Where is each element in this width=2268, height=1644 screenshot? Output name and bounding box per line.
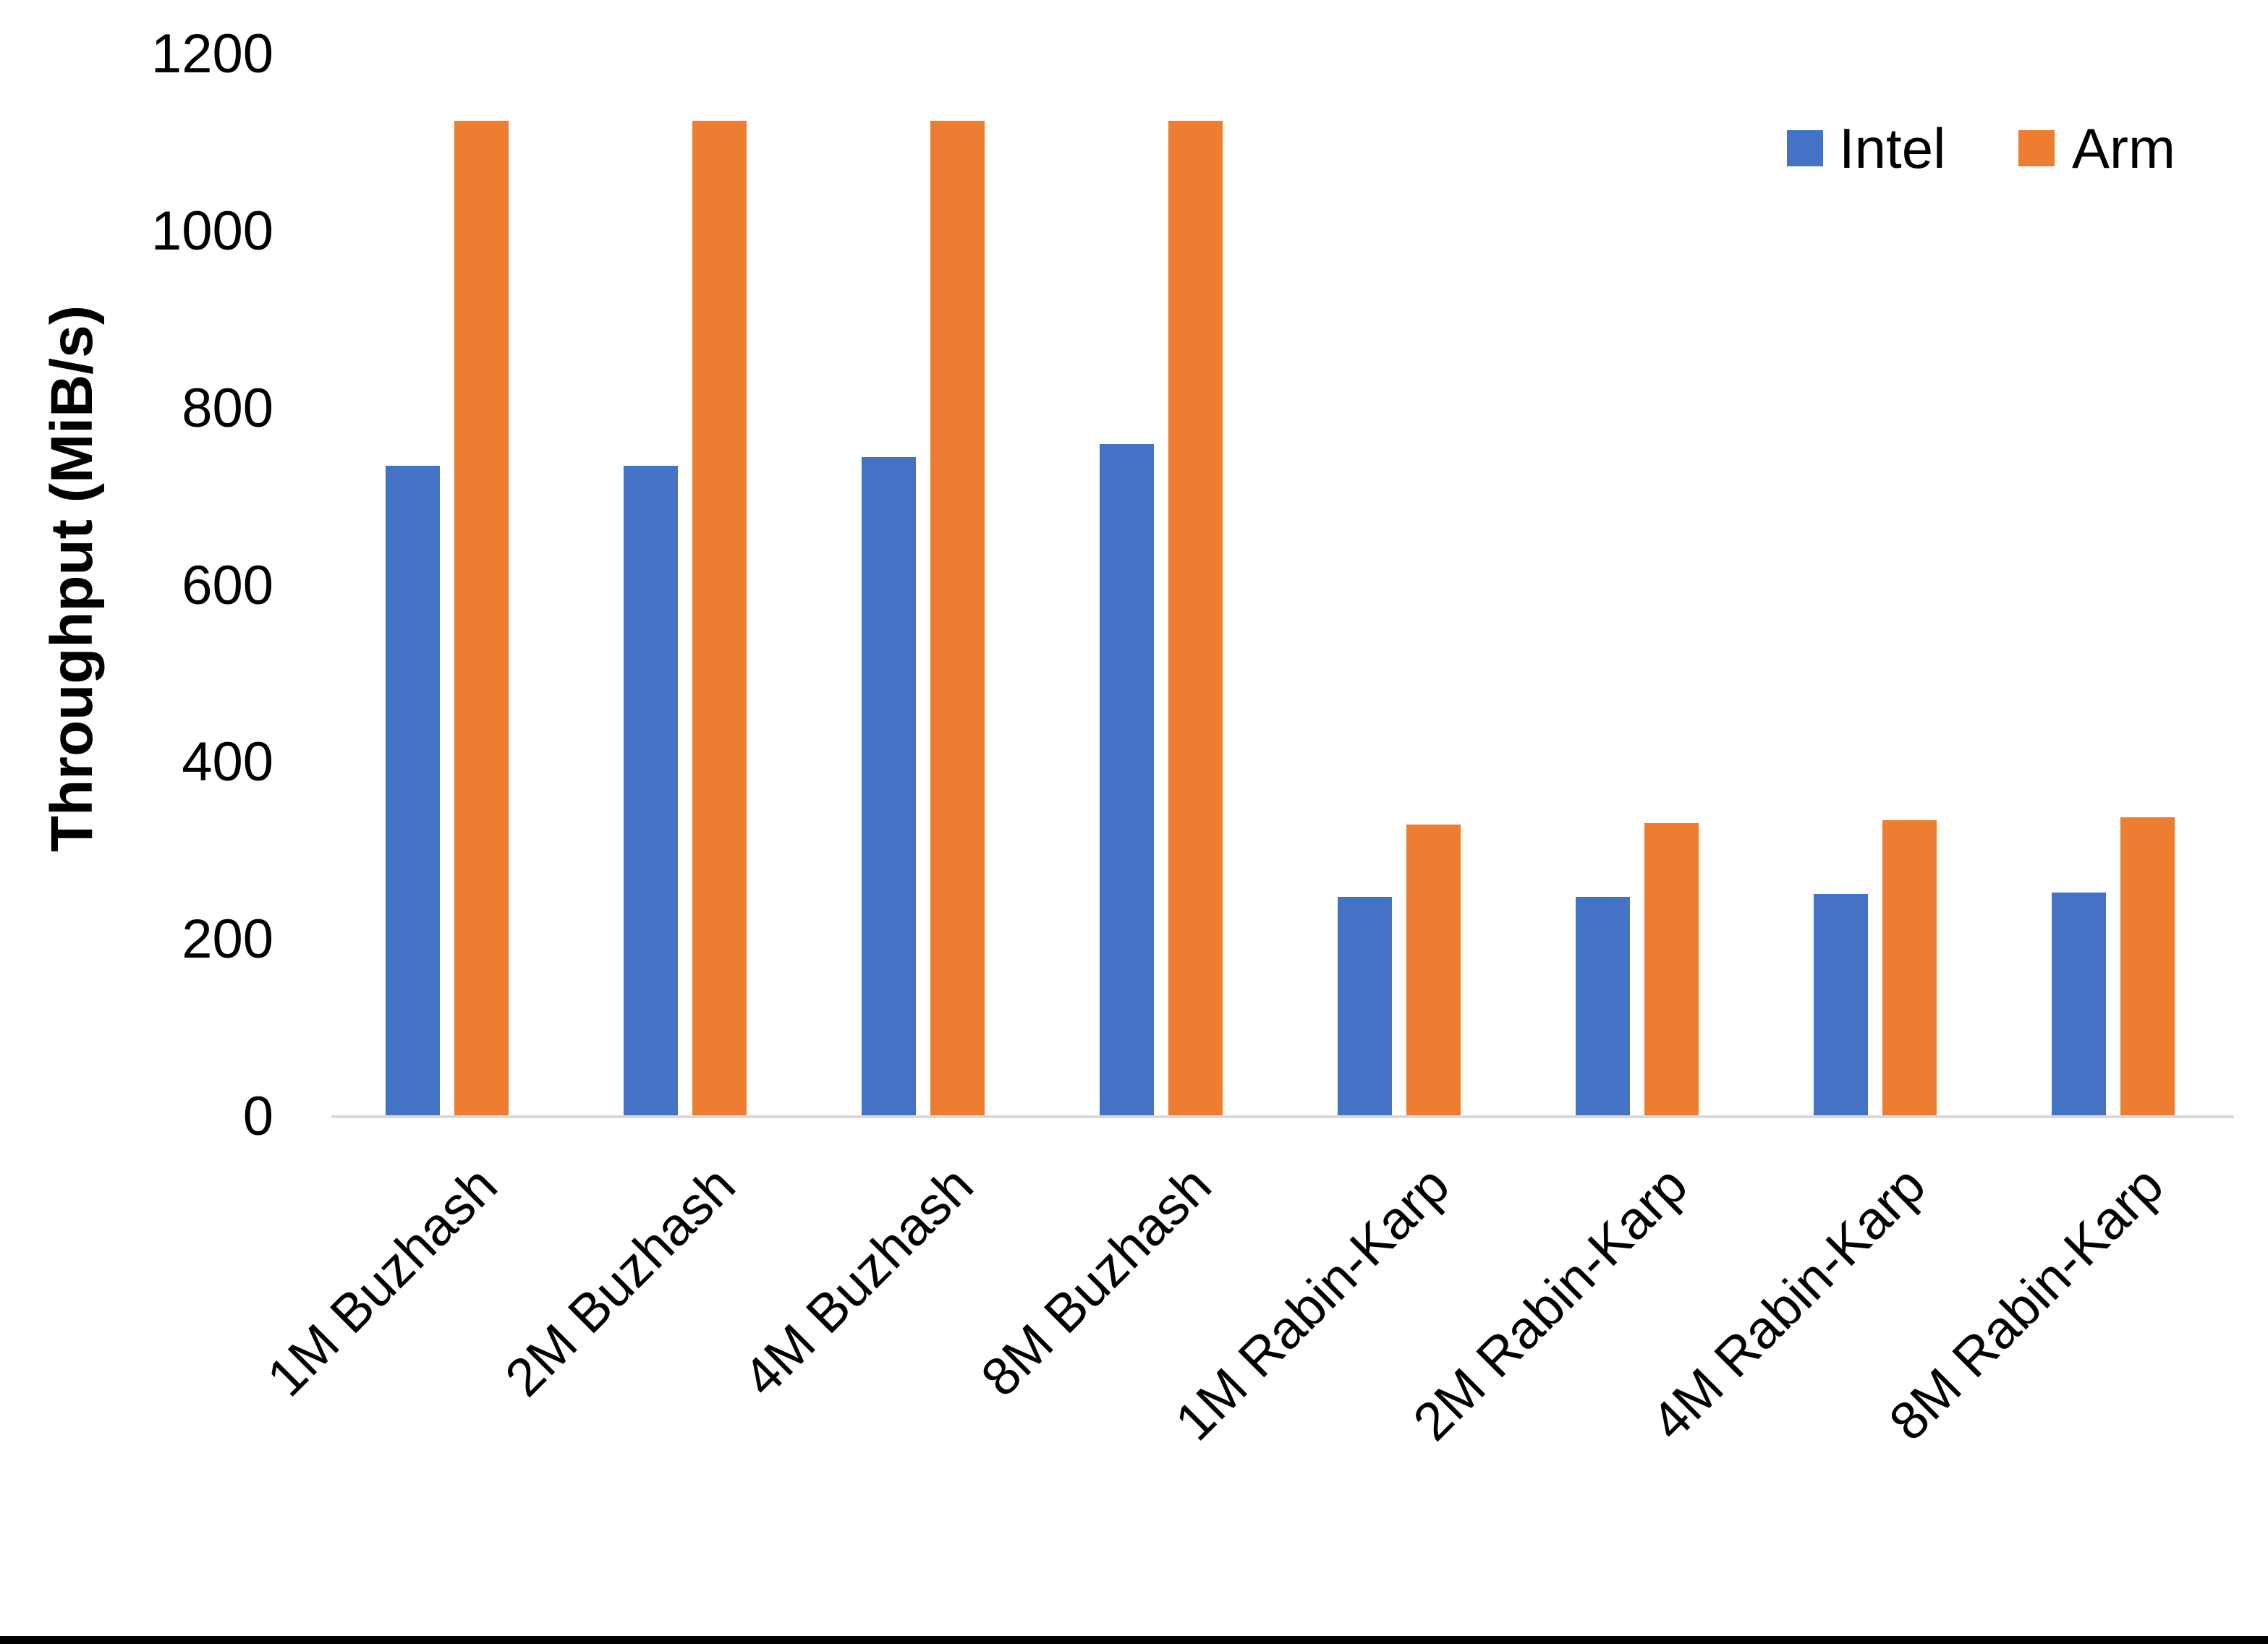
bar-arm-8m-rabin-karp	[2120, 817, 2175, 1117]
legend-label-intel: Intel	[1839, 116, 1946, 180]
bar-intel-1m-buzhash	[386, 466, 440, 1117]
y-tick-label-600: 600	[182, 554, 273, 616]
bar-intel-8m-buzhash	[1100, 444, 1154, 1117]
bar-arm-2m-rabin-karp	[1644, 823, 1699, 1117]
y-tick-label-1200: 1200	[150, 23, 273, 85]
bar-arm-1m-buzhash	[454, 121, 509, 1117]
bar-arm-4m-rabin-karp	[1882, 820, 1937, 1117]
y-tick-label-400: 400	[182, 731, 273, 793]
x-axis-line	[331, 1115, 2234, 1118]
bar-arm-1m-rabin-karp	[1406, 825, 1461, 1117]
bottom-border	[0, 1636, 2268, 1644]
bar-intel-2m-rabin-karp	[1576, 897, 1630, 1117]
bar-arm-4m-buzhash	[930, 121, 985, 1117]
x-category-label-4m-buzhash: 4M Buzhash	[731, 1154, 985, 1408]
x-category-label-2m-buzhash: 2M Buzhash	[493, 1154, 747, 1408]
y-tick-label-0: 0	[242, 1086, 273, 1147]
bar-intel-4m-rabin-karp	[1814, 894, 1868, 1117]
y-tick-label-200: 200	[182, 908, 273, 971]
bar-intel-8m-rabin-karp	[2052, 893, 2106, 1117]
x-category-label-1m-buzhash: 1M Buzhash	[255, 1154, 509, 1408]
bar-intel-4m-buzhash	[862, 457, 916, 1117]
y-tick-label-1000: 1000	[150, 200, 273, 262]
bar-arm-8m-buzhash	[1168, 121, 1223, 1117]
bar-intel-2m-buzhash	[624, 466, 678, 1117]
legend-swatch-intel	[1787, 130, 1823, 166]
legend-swatch-arm	[2018, 130, 2055, 166]
bar-intel-1m-rabin-karp	[1338, 897, 1392, 1117]
x-category-label-8m-buzhash: 8M Buzhash	[969, 1154, 1223, 1408]
y-tick-label-800: 800	[182, 377, 273, 439]
legend-label-arm: Arm	[2072, 116, 2175, 180]
bar-arm-2m-buzhash	[692, 121, 747, 1117]
